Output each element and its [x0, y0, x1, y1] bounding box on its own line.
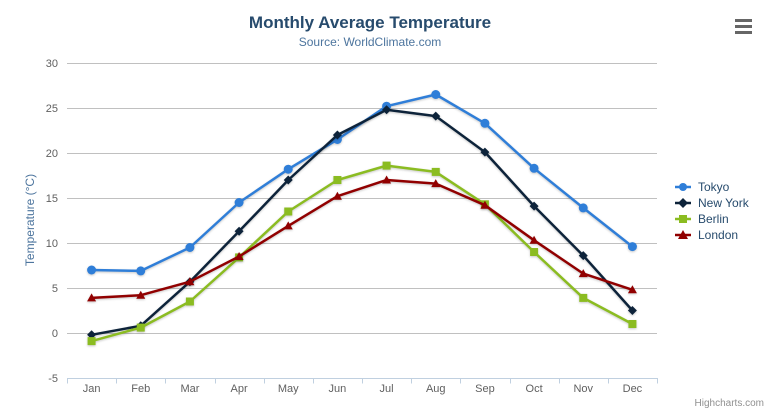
marker-square: [579, 293, 588, 302]
marker-square: [333, 176, 342, 184]
series-line: [90, 108, 634, 337]
marker-square: [185, 297, 194, 306]
marker-circle: [87, 265, 97, 275]
marker-triangle: [480, 200, 490, 209]
x-axis-label: Jul: [380, 383, 394, 395]
credits-link[interactable]: Highcharts.com: [694, 398, 764, 409]
series-line: [90, 164, 634, 343]
series-tokyo: [87, 90, 637, 276]
marker-circle: [136, 266, 146, 276]
legend-label: London: [698, 228, 739, 242]
series-line: [90, 93, 634, 273]
marker-square: [87, 337, 96, 346]
marker-triangle: [627, 285, 637, 294]
legend-marker-icon: [675, 215, 691, 223]
legend-marker-square: [679, 215, 687, 223]
marker-triangle: [136, 290, 146, 299]
marker-triangle: [529, 235, 539, 244]
series-london: [87, 175, 637, 302]
chart-title: Monthly Average Temperature: [248, 13, 492, 32]
legend: Tokyo New York Berlin London: [674, 179, 749, 243]
marker-diamond: [578, 251, 588, 261]
marker-triangle: [332, 191, 342, 200]
series-line: [90, 178, 634, 300]
y-axis-label: 15: [46, 193, 58, 205]
x-axis-label: Jan: [83, 383, 101, 395]
marker-diamond: [480, 147, 490, 157]
x-axis-label: Aug: [426, 383, 446, 395]
marker-diamond: [332, 130, 342, 140]
y-axis-label: 30: [46, 58, 58, 70]
marker-triangle: [185, 277, 195, 286]
marker-circle: [529, 163, 539, 173]
marker-circle: [185, 243, 195, 252]
legend-item-tokyo[interactable]: Tokyo: [674, 179, 749, 195]
marker-diamond: [382, 105, 392, 115]
x-axis-label: Oct: [526, 383, 543, 395]
marker-triangle: [234, 252, 244, 260]
marker-diamond: [627, 306, 637, 315]
x-axis-label: Sep: [475, 383, 495, 395]
marker-circle: [578, 203, 588, 213]
x-axis-label: Feb: [131, 383, 150, 395]
marker-triangle: [283, 221, 293, 230]
y-axis-label: 10: [46, 238, 58, 250]
x-axis-label: Nov: [573, 383, 593, 395]
marker-square: [382, 161, 391, 170]
marker-triangle: [87, 293, 97, 302]
legend-marker-triangle: [678, 230, 688, 239]
marker-diamond: [234, 226, 244, 236]
marker-diamond: [283, 175, 293, 185]
x-axis-label: Dec: [623, 383, 643, 395]
marker-circle: [283, 164, 293, 174]
marker-square: [284, 207, 293, 216]
legend-item-berlin[interactable]: Berlin: [674, 211, 749, 227]
marker-diamond: [87, 330, 97, 340]
chart-subtitle: Source: WorldClimate.com: [298, 35, 442, 49]
legend-item-london[interactable]: London: [674, 227, 749, 243]
marker-triangle: [578, 269, 588, 278]
legend-marker-icon: [675, 198, 691, 208]
y-axis-label: 25: [46, 103, 58, 115]
marker-square: [628, 320, 637, 328]
legend-marker-diamond: [678, 198, 688, 208]
legend-item-new-york[interactable]: New York: [674, 195, 749, 211]
y-axis-label: 5: [52, 283, 58, 295]
marker-diamond: [529, 201, 539, 211]
legend-marker-circle: [679, 183, 687, 191]
marker-triangle: [431, 179, 441, 188]
marker-circle: [431, 90, 441, 99]
y-axis-label: 20: [46, 148, 58, 160]
x-axis-label: Mar: [180, 383, 199, 395]
legend-label: New York: [698, 196, 749, 210]
marker-circle: [627, 242, 637, 252]
marker-square: [431, 167, 440, 176]
legend-label: Berlin: [698, 212, 729, 226]
marker-diamond: [431, 111, 441, 121]
y-axis-title: Temperature (°C): [23, 173, 37, 267]
legend-marker-icon: [675, 183, 691, 191]
x-axis-label: Jun: [329, 383, 347, 395]
export-menu-button[interactable]: [731, 14, 755, 36]
marker-square: [530, 248, 539, 256]
marker-triangle: [382, 175, 392, 184]
marker-circle: [480, 118, 490, 128]
legend-label: Tokyo: [698, 180, 730, 194]
y-axis-label: -5: [48, 373, 58, 385]
y-axis-label: 0: [52, 328, 58, 340]
marker-circle: [234, 198, 244, 207]
x-axis-label: May: [278, 383, 299, 395]
marker-square: [136, 323, 145, 332]
x-axis-label: Apr: [231, 383, 248, 395]
legend-marker-icon: [675, 230, 691, 239]
series-new-york: [87, 105, 637, 340]
hamburger-icon: [734, 19, 752, 34]
